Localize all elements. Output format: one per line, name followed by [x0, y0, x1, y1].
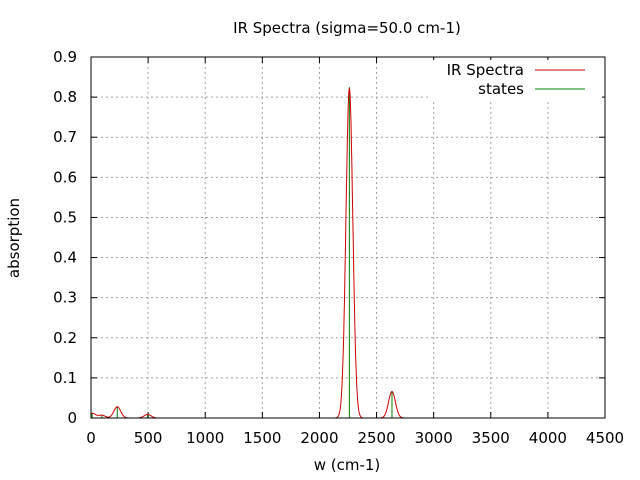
legend-label-ir-spectra: IR Spectra [447, 61, 524, 79]
y-tick-label: 0 [67, 409, 77, 427]
x-tick-label: 3500 [472, 429, 510, 447]
plot-frame [90, 56, 606, 419]
y-tick-label: 0.9 [53, 48, 77, 66]
legend-label-states: states [478, 80, 524, 98]
legend-background [430, 60, 602, 100]
y-axis-label: absorption [5, 198, 23, 278]
y-tick-label: 0.4 [53, 249, 77, 267]
x-tick-label: 4500 [586, 429, 624, 447]
x-tick-label: 2000 [300, 429, 338, 447]
states-impulses [91, 87, 393, 418]
y-tick-label: 0.7 [53, 128, 77, 146]
y-tick-labels: 0 0.1 0.2 0.3 0.4 0.5 0.6 0.7 0.8 0.9 [53, 48, 77, 427]
x-axis-label: w (cm-1) [314, 456, 381, 474]
y-tick-label: 0.6 [53, 168, 77, 186]
y-tick-label: 0.2 [53, 329, 77, 347]
x-tick-label: 1500 [243, 429, 281, 447]
legend: IR Spectra states [430, 60, 602, 100]
x-tick-label: 1000 [186, 429, 224, 447]
y-tick-label: 0.1 [53, 369, 77, 387]
x-tick-label: 2500 [357, 429, 395, 447]
x-tick-labels: 0 500 1000 1500 2000 2500 3000 3500 4000 4500 [86, 429, 624, 447]
x-tick-label: 500 [134, 429, 163, 447]
grid-lines [91, 57, 605, 418]
chart-title: IR Spectra (sigma=50.0 cm-1) [233, 19, 461, 37]
x-tick-label: 0 [86, 429, 96, 447]
ir-spectra-line [90, 88, 411, 419]
x-tick-label: 4000 [529, 429, 567, 447]
y-tick-label: 0.5 [53, 208, 77, 226]
x-tick-label: 3000 [415, 429, 453, 447]
y-tick-label: 0.3 [53, 289, 77, 307]
y-tick-label: 0.8 [53, 88, 77, 106]
